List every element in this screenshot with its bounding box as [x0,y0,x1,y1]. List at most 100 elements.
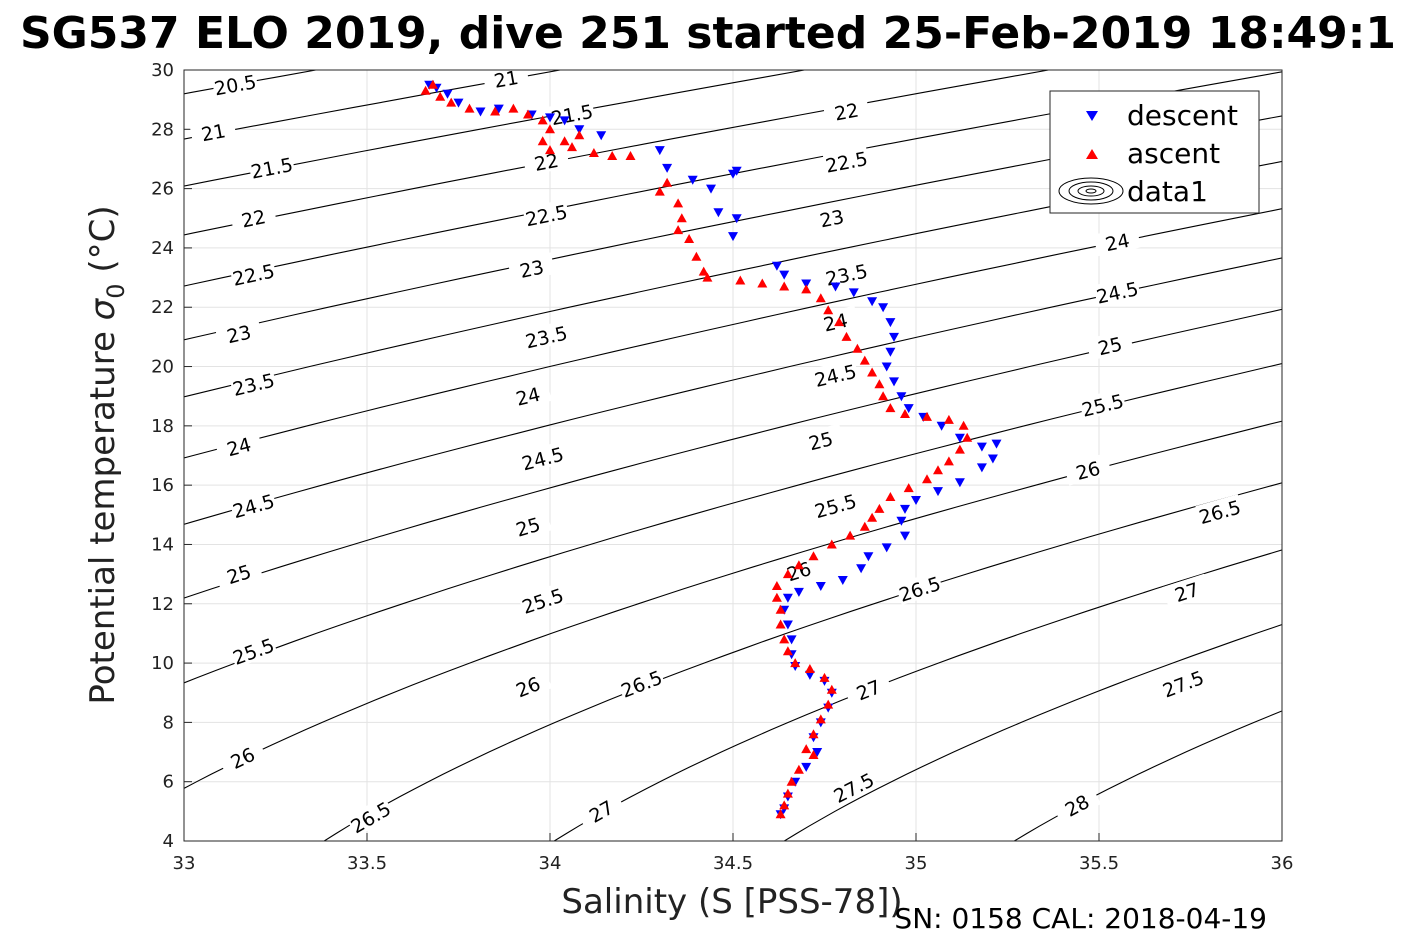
ascent-point [673,198,684,208]
contour-label-bg [1063,453,1112,486]
descent-point [936,421,947,431]
ascent-point [779,281,790,291]
descent-point [801,762,812,772]
contour-label-text: 23 [818,206,846,232]
y-tick-label: 20 [151,357,174,378]
y-tick-label: 26 [151,179,174,200]
contour-label-bg [189,116,237,147]
contour-label: 23 [507,252,556,284]
y-tick-label: 30 [151,60,174,81]
ascent-point [545,145,555,155]
ascent-point [826,684,837,694]
contour-label-text: 22 [240,206,268,232]
contour-label-bg [822,145,870,176]
contour-line [184,115,1282,341]
contour-label-bg [828,766,878,807]
descent-point [779,270,790,280]
contour-label-bg [228,632,278,669]
contour-label: 24 [1093,225,1141,257]
descent-point [442,89,453,99]
contour-label-text: 23 [518,256,546,283]
ascent-point [537,115,548,125]
ascent-point [823,305,834,315]
contour-label-bg [807,202,856,233]
ascent-point [464,103,475,113]
y-tick-label: 14 [151,534,174,555]
descent-point [771,261,782,271]
ascent-point [782,788,793,798]
ascent-point [779,634,790,644]
contour-label-bg [895,570,944,606]
contour-label: 21 [189,116,237,147]
legend-label-ascent: ascent [1127,137,1220,170]
ascent-point [676,213,687,223]
contour-line [323,482,1282,841]
contour-line [184,71,1282,287]
descent-point [976,442,987,452]
contour-label-bg [229,488,278,522]
contour-label-bg [229,202,278,233]
descent-point [662,163,673,173]
contour-label-bg [522,199,570,230]
contour-label: 24.5 [518,441,567,476]
ascent-point [625,151,636,160]
contour-label-bg [796,423,845,456]
ascent-point [793,764,804,774]
descent-point [933,487,943,497]
ascent-point [922,474,932,484]
contour-label-bg [1195,494,1244,528]
contour-line [1014,710,1282,841]
descent-point [881,362,892,372]
ascent-point [801,284,812,294]
descent-point [812,748,823,757]
contour-label-bg [1085,329,1134,361]
ascent-point [435,91,446,101]
ascent-point [823,699,834,709]
ascent-point [782,646,793,656]
ascent-point [775,604,786,614]
contour-label: 25 [1085,329,1134,361]
contour-label-bg [518,441,567,474]
ascent-point [607,151,618,160]
ascent-point [933,465,943,475]
ascent-point [790,658,801,668]
descent-point [863,552,874,562]
y-tick-label: 12 [151,594,174,615]
ascent-point [900,409,910,418]
contour-line [184,208,1282,459]
ascent-point [859,521,870,531]
y-tick-label: 22 [151,297,174,318]
descent-point [782,593,793,603]
descent-point [786,635,797,645]
ascent-point [922,411,932,421]
descent-point [889,377,899,387]
contour-label: 22.5 [822,145,870,178]
contour-label-bg [503,667,553,705]
descent-point [731,214,742,224]
ascent-point [885,403,896,413]
descent-point [713,208,724,218]
ascent-point [958,420,969,430]
contour-label-text: 23 [225,321,253,348]
contour-label: 21 [482,63,530,93]
y-tick-labels: 4 6 8 10 12 14 16 18 20 22 24 26 28 30 [151,60,174,852]
ascent-point [815,293,826,303]
descent-point [911,496,921,505]
contour-label-bg [522,320,570,352]
contour-label-bg [811,488,860,522]
descent-point [801,279,812,289]
x-tick-labels: 33 33.5 34 34.5 35 35.5 36 [173,853,1294,874]
contour-label-text: 21 [200,120,228,146]
ascent-point [841,331,852,341]
legend-item-ascent: ascent [1086,137,1220,170]
contour-labels: 20.52121.52222.52323.52424.52525.52626.5… [189,63,1244,838]
descent-point [900,504,910,514]
contour-label: 22 [229,202,278,233]
descent-point [903,404,914,414]
contour-line [553,549,1282,841]
ascent-point [885,492,896,501]
descent-point [856,564,867,574]
ascent-point [874,379,885,389]
contour-label: 22 [522,145,570,176]
contour-label-bg [843,670,893,708]
